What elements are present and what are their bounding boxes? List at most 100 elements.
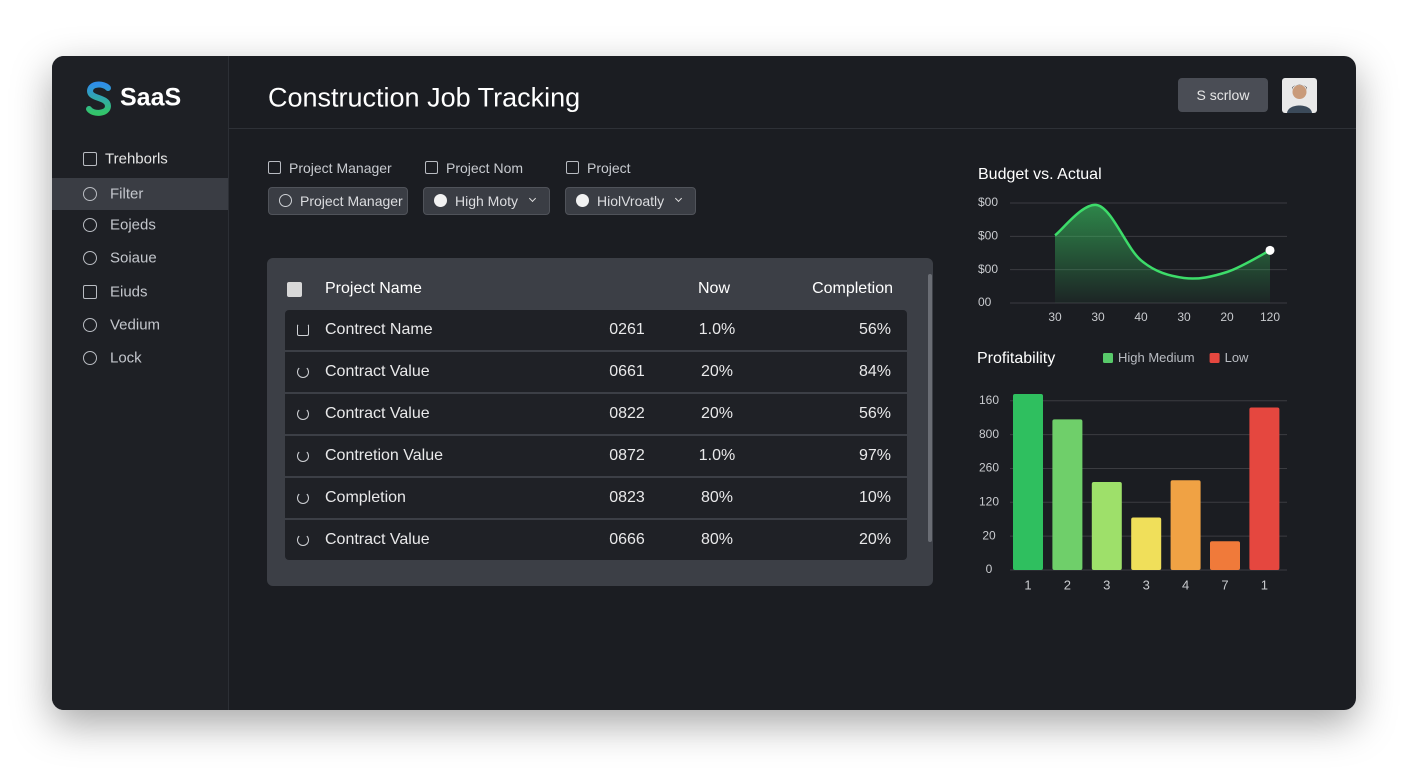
dropdown-value: Project Manager [300,193,403,209]
dropdown-value: HiolVroatly [597,193,665,209]
nav-active-highlight [52,178,228,210]
x-tick-label: 4 [1182,577,1189,592]
filter-label: Project [587,160,631,176]
dropdown-dot [279,194,292,207]
legend-label: High Medium [1118,350,1195,365]
y-tick-label: 120 [979,494,999,508]
cell-completion: 97% [858,447,891,464]
row-icon [297,492,309,504]
cell-code: 0261 [609,321,645,338]
row-icon [297,324,309,336]
cell-code: 0661 [609,363,645,380]
cell-now: 80% [700,531,734,548]
header-button[interactable]: S scrlow [1178,78,1268,112]
filter-icon [268,161,281,174]
nav-item[interactable]: Vedium [110,316,161,334]
table-row[interactable] [285,352,907,392]
nav-item[interactable]: Soiaue [110,249,157,267]
filter-label: Project Nom [446,160,524,176]
y-tick-label: $00 [978,195,998,209]
y-tick-label: 800 [979,427,999,441]
bar [1052,419,1083,570]
chart-title: Budget vs. Actual [978,166,1102,183]
x-tick-label: 30 [1091,310,1105,324]
cell-now: 80% [700,489,734,506]
column-header: Completion [812,280,893,297]
cell-code: 0872 [609,447,645,464]
table-row[interactable] [285,520,907,560]
cell-code: 0822 [609,405,645,422]
cell-completion: 84% [858,363,891,380]
x-tick-label: 40 [1134,310,1148,324]
filter-icon [566,161,579,174]
y-tick-label: 160 [979,393,999,407]
legend-swatch [1103,353,1113,363]
table-row[interactable] [285,394,907,434]
scrollbar[interactable] [928,274,932,542]
y-tick-label: 20 [982,528,996,542]
y-tick-label: $00 [978,229,998,243]
row-icon [297,408,309,420]
y-tick-label: 00 [978,295,992,309]
cell-name: Contract Value [325,405,430,422]
dropdown-dot [434,194,447,207]
x-tick-label: 30 [1177,310,1191,324]
table-row[interactable] [285,310,907,350]
nav-item[interactable]: Filter [110,185,144,203]
page-title: Construction Job Tracking [268,82,581,113]
nav-item[interactable]: Eiuds [110,283,148,301]
line [1054,203,1271,280]
area [1055,204,1270,303]
select-all-checkbox[interactable] [287,282,302,297]
bar [1210,541,1240,570]
cell-name: Contretion Value [325,447,443,464]
x-tick-label: 1 [1261,577,1268,592]
table-row[interactable] [285,478,907,518]
cell-completion: 20% [858,531,891,548]
nav-item[interactable]: Lock [110,349,142,367]
cell-name: Contrect Name [325,321,433,338]
cell-completion: 56% [858,321,891,338]
x-tick-label: 30 [1048,310,1062,324]
dropdown-dot [576,194,589,207]
header-divider [229,128,1356,129]
nav-icon [83,351,97,365]
x-tick-label: 1 [1024,577,1031,592]
cell-code: 0823 [609,489,645,506]
x-tick-label: 3 [1143,577,1150,592]
bar [1013,394,1043,570]
nav-icon [83,187,97,201]
filter-label: Project Manager [289,160,392,176]
x-tick-label: 120 [1260,310,1280,324]
cell-now: 1.0% [698,447,736,464]
y-tick-label: $00 [978,262,998,276]
x-tick-label: 20 [1220,310,1234,324]
cell-name: Contract Value [325,363,430,380]
nav-item[interactable]: Trehborls [105,150,168,168]
nav-icon [83,285,97,299]
nav-item[interactable]: Eojeds [110,216,156,234]
cell-now: 20% [700,405,734,422]
cell-completion: 10% [858,489,891,506]
bar [1249,407,1280,570]
nav-icon [83,152,97,166]
row-icon [297,534,309,546]
row-icon [297,366,309,378]
logo-text: SaaS [120,83,182,112]
x-tick-label: 3 [1103,577,1110,592]
nav-icon [83,318,97,332]
chart-title: Profitability [977,350,1055,367]
table-row[interactable] [285,436,907,476]
avatar[interactable] [1282,78,1317,113]
bar [1091,482,1122,570]
legend-label: Low [1225,350,1249,365]
filter-icon [425,161,438,174]
sidebar [52,56,229,710]
nav-icon [83,251,97,265]
end-point [1265,245,1275,255]
cell-name: Completion [325,489,406,506]
cell-now: 20% [700,363,734,380]
column-header: Now [697,280,731,297]
